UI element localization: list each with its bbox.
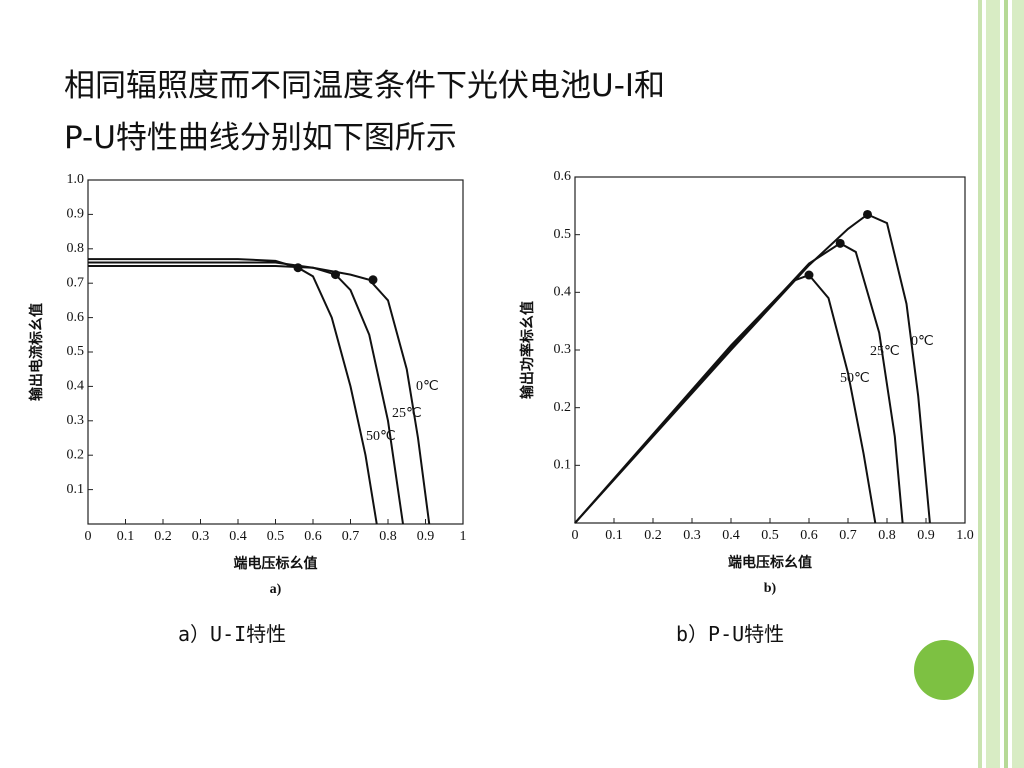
x-tick-label: 1.0 — [956, 528, 974, 543]
title-line: 相同辐照度而不同温度条件下光伏电池U-I和 — [64, 68, 666, 104]
curve — [574, 213, 931, 524]
deco-circle — [914, 640, 974, 700]
curve-label: 50℃ — [840, 371, 870, 386]
y-tick-label: 0.8 — [67, 241, 85, 256]
x-axis-label: 端电压标幺值 — [234, 555, 318, 572]
curve-label: 25℃ — [392, 406, 422, 421]
y-tick-label: 0.7 — [67, 275, 85, 290]
caption: a）U-I特性 — [178, 622, 287, 646]
curve-label: 0℃ — [416, 379, 439, 394]
x-tick-label: 0.6 — [800, 528, 818, 543]
y-tick-label: 0.1 — [67, 482, 85, 497]
deco-stripe — [978, 0, 982, 768]
mpp-dot — [368, 275, 378, 285]
deco-stripe — [1012, 0, 1024, 768]
x-tick-label: 0.3 — [192, 529, 210, 544]
x-tick-label: 0.2 — [154, 529, 172, 544]
x-tick-label: 0.4 — [722, 528, 740, 543]
curve — [88, 261, 404, 525]
y-axis-label: 输出功率标幺值 — [519, 301, 536, 399]
mpp-dot — [331, 270, 340, 280]
mpp-dot — [863, 209, 872, 219]
sub-label: b) — [764, 581, 777, 596]
curve — [574, 273, 877, 524]
y-tick-label: 0.1 — [554, 458, 572, 473]
x-tick-label: 0.9 — [917, 528, 935, 543]
y-tick-label: 0.5 — [554, 227, 572, 242]
caption: b）P-U特性 — [676, 622, 785, 646]
slide-title: 相同辐照度而不同温度条件下光伏电池U-I和 P-U特性曲线分别如下图所示 — [64, 60, 665, 164]
y-tick-label: 0.2 — [554, 400, 572, 415]
y-tick-label: 0.4 — [67, 379, 85, 394]
x-tick-label: 0.5 — [761, 528, 779, 543]
y-axis-label: 输出电流标幺值 — [28, 303, 45, 401]
plot-frame — [87, 179, 464, 525]
mpp-dot — [804, 270, 814, 280]
x-tick-label: 0.1 — [605, 528, 623, 543]
plot-frame — [574, 176, 966, 524]
x-tick-label: 1 — [460, 529, 467, 544]
mpp-dot — [835, 238, 845, 248]
y-tick-label: 0.2 — [67, 447, 85, 462]
x-tick-label: 0 — [85, 529, 92, 544]
x-tick-label: 0.3 — [683, 528, 701, 543]
y-tick-label: 0.3 — [67, 413, 85, 428]
x-tick-label: 0 — [572, 528, 579, 543]
x-axis-label: 端电压标幺值 — [728, 554, 812, 571]
deco-stripe — [986, 0, 1000, 768]
x-tick-label: 0.2 — [644, 528, 662, 543]
y-tick-label: 0.5 — [67, 344, 85, 359]
curve — [88, 265, 431, 525]
curve-label: 0℃ — [911, 334, 934, 349]
x-tick-label: 0.9 — [417, 529, 435, 544]
y-tick-label: 0.6 — [67, 310, 85, 325]
curve-label: 25℃ — [870, 344, 900, 359]
curve-label: 50℃ — [366, 429, 396, 444]
x-tick-label: 0.5 — [267, 529, 285, 544]
title-line: P-U特性曲线分别如下图所示 — [64, 120, 457, 156]
sub-label: a) — [270, 582, 282, 597]
x-tick-label: 0.1 — [117, 529, 135, 544]
mpp-dot — [293, 263, 303, 273]
deco-stripe — [1004, 0, 1008, 768]
curve — [88, 258, 378, 525]
y-tick-label: 0.3 — [554, 342, 572, 357]
x-tick-label: 0.8 — [379, 529, 397, 544]
x-tick-label: 0.7 — [342, 529, 360, 544]
x-tick-label: 0.8 — [878, 528, 896, 543]
y-tick-label: 0.6 — [554, 169, 572, 184]
y-tick-label: 0.9 — [67, 207, 85, 222]
x-tick-label: 0.4 — [229, 529, 247, 544]
y-tick-label: 1.0 — [67, 172, 85, 187]
x-tick-label: 0.6 — [304, 529, 322, 544]
x-tick-label: 0.7 — [839, 528, 857, 543]
y-tick-label: 0.4 — [554, 285, 572, 300]
